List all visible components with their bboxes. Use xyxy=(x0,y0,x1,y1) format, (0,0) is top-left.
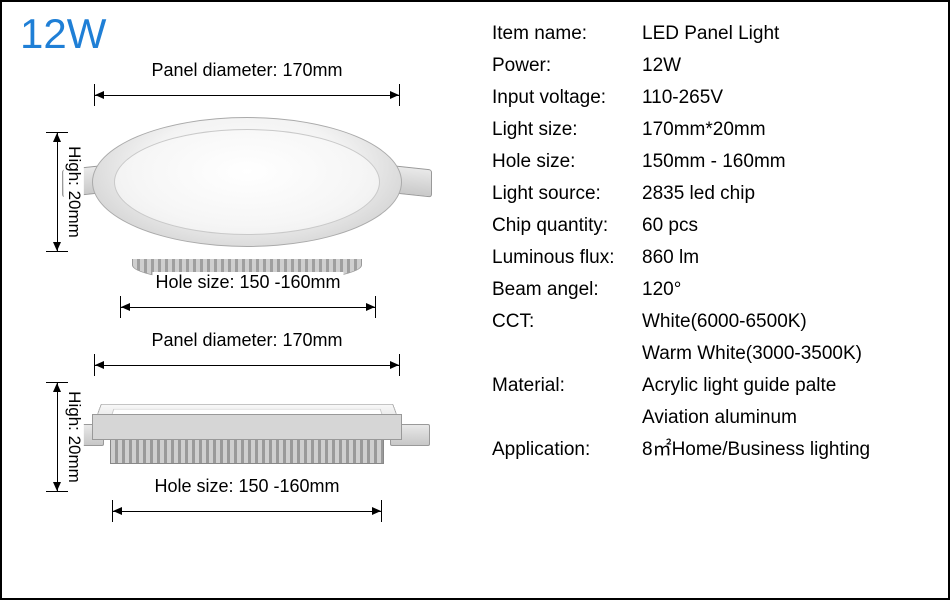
round-height-dim: High: 20mm xyxy=(46,132,68,252)
round-panel-inner xyxy=(114,129,380,235)
spec-value: 860 lm xyxy=(642,248,932,267)
spec-value: White(6000-6500K) xyxy=(642,312,932,331)
square-panel-diameter-label: Panel diameter: 170mm xyxy=(148,330,345,351)
spec-row: Light source:2835 led chip xyxy=(492,184,932,203)
spec-label: Hole size: xyxy=(492,152,642,171)
spec-row: Light size:170mm*20mm xyxy=(492,120,932,139)
spec-value: 8㎡Home/Business lighting xyxy=(642,440,932,459)
spec-sheet: 12W Panel diameter: 170mm High: 20mm Hol… xyxy=(0,0,950,600)
spec-value: 60 pcs xyxy=(642,216,932,235)
spec-row: Input voltage:110-265V xyxy=(492,88,932,107)
square-height-label: High: 20mm xyxy=(64,389,84,485)
spec-value: Acrylic light guide palte xyxy=(642,376,932,395)
spec-row: .Aviation aluminum xyxy=(492,408,932,427)
square-hole-size-label: Hole size: 150 -160mm xyxy=(151,476,342,497)
spec-value: LED Panel Light xyxy=(642,24,932,43)
spec-label: Power: xyxy=(492,56,642,75)
round-panel-drawing xyxy=(92,117,402,277)
spec-row: Beam angel:120° xyxy=(492,280,932,299)
spec-row: .Warm White(3000-3500K) xyxy=(492,344,932,363)
square-hole-size-dim: Hole size: 150 -160mm xyxy=(112,500,382,522)
spec-value: 12W xyxy=(642,56,932,75)
spec-label: Input voltage: xyxy=(492,88,642,107)
round-hole-size-label: Hole size: 150 -160mm xyxy=(152,272,343,293)
spec-row: Power:12W xyxy=(492,56,932,75)
spec-table: Item name:LED Panel LightPower:12WInput … xyxy=(492,24,932,472)
spec-label: Light source: xyxy=(492,184,642,203)
spec-value: 150mm - 160mm xyxy=(642,152,932,171)
spec-value: Aviation aluminum xyxy=(642,408,932,427)
spec-value: Warm White(3000-3500K) xyxy=(642,344,932,363)
square-panel-side xyxy=(92,414,402,440)
square-panel-diameter-dim: Panel diameter: 170mm xyxy=(94,354,400,376)
spec-row: Material: Acrylic light guide palte xyxy=(492,376,932,395)
spec-label: Beam angel: xyxy=(492,280,642,299)
spec-value: 120° xyxy=(642,280,932,299)
spec-row: Chip quantity:60 pcs xyxy=(492,216,932,235)
wattage-title: 12W xyxy=(20,10,106,58)
round-panel-diameter-dim: Panel diameter: 170mm xyxy=(94,84,400,106)
round-hole-size-dim: Hole size: 150 -160mm xyxy=(120,296,376,318)
spec-value: 110-265V xyxy=(642,88,932,107)
spec-row: CCT:White(6000-6500K) xyxy=(492,312,932,331)
spec-value: 2835 led chip xyxy=(642,184,932,203)
diagram-area: Panel diameter: 170mm High: 20mm Hole si… xyxy=(2,62,472,582)
spec-label: Light size: xyxy=(492,120,642,139)
spec-label: Material: xyxy=(492,376,642,395)
spec-label: Application: xyxy=(492,440,642,459)
spec-label: Chip quantity: xyxy=(492,216,642,235)
round-panel-diameter-label: Panel diameter: 170mm xyxy=(148,60,345,81)
spec-label: Item name: xyxy=(492,24,642,43)
spec-row: Item name:LED Panel Light xyxy=(492,24,932,43)
square-height-dim: High: 20mm xyxy=(46,382,68,492)
spec-row: Application: 8㎡Home/Business lighting xyxy=(492,440,932,459)
spec-row: Luminous flux:860 lm xyxy=(492,248,932,267)
spec-row: Hole size:150mm - 160mm xyxy=(492,152,932,171)
spec-label: Luminous flux: xyxy=(492,248,642,267)
spec-value: 170mm*20mm xyxy=(642,120,932,139)
square-heatsink xyxy=(110,440,384,464)
round-height-label: High: 20mm xyxy=(64,144,84,240)
spec-label: CCT: xyxy=(492,312,642,331)
